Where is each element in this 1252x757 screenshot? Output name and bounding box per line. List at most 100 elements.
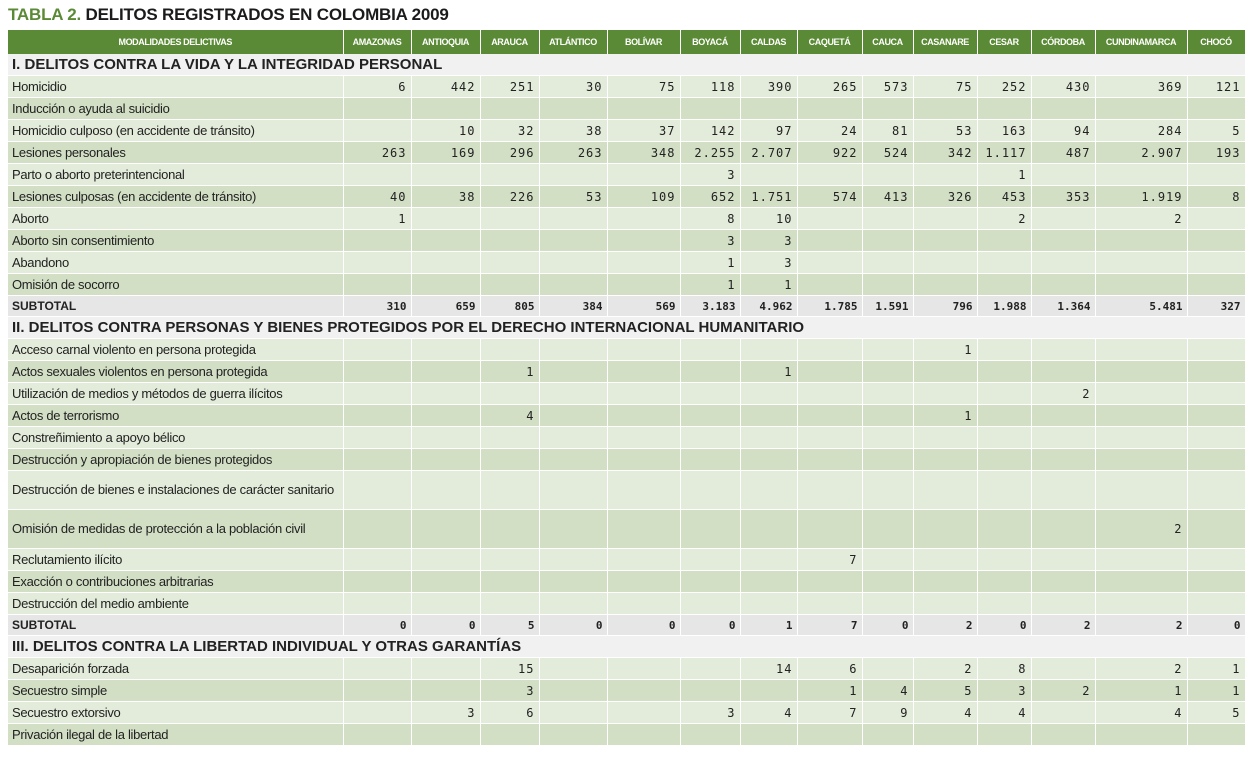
cell-value: 9 — [862, 701, 914, 724]
cell-value — [1031, 229, 1096, 252]
cell-value: 169 — [411, 141, 481, 164]
cell-value — [539, 701, 608, 724]
cell-value — [343, 657, 412, 680]
cell-value — [913, 382, 978, 405]
cell-value: 38 — [539, 119, 608, 142]
cell-value: 2 — [1095, 657, 1188, 680]
cell-value — [862, 470, 914, 510]
cell-value — [607, 163, 681, 186]
cell-value — [680, 723, 741, 746]
cell-value: 8 — [977, 657, 1032, 680]
row-label: Privación ilegal de la libertad — [8, 723, 344, 746]
table-row: Parto o aborto preterintencional 3 1 — [8, 163, 1246, 186]
cell-value — [740, 97, 798, 120]
cell-value — [539, 548, 608, 571]
cell-value — [1031, 404, 1096, 427]
cell-value: 10 — [411, 119, 481, 142]
cell-value — [343, 273, 412, 296]
row-label: Abandono — [8, 251, 344, 274]
cell-value — [913, 426, 978, 449]
cell-value: 342 — [913, 141, 978, 164]
row-label: Constreñimiento a apoyo bélico — [8, 426, 344, 449]
cell-value — [862, 360, 914, 383]
cell-value — [913, 207, 978, 230]
cell-value — [740, 470, 798, 510]
cell-value: 1 — [480, 360, 540, 383]
cell-value — [343, 548, 412, 571]
cell-value — [1031, 97, 1096, 120]
cell-value — [797, 426, 863, 449]
subtotal-row: SUBTOTAL 0 0 5 0 0 0 1 7 0 2 0 2 2 0 — [8, 614, 1246, 636]
cell-value: 2 — [1031, 679, 1096, 702]
cell-value — [1187, 570, 1246, 593]
cell-value — [343, 470, 412, 510]
cell-value — [539, 657, 608, 680]
cell-value: 2 — [977, 207, 1032, 230]
cell-value — [343, 338, 412, 361]
cell-value — [1031, 509, 1096, 549]
cell-value: 1 — [740, 360, 798, 383]
cell-value — [1031, 273, 1096, 296]
cell-value — [1187, 404, 1246, 427]
section-title: III. DELITOS CONTRA LA LIBERTAD INDIVIDU… — [8, 635, 1246, 658]
cell-value — [343, 119, 412, 142]
cell-value: 5 — [1187, 701, 1246, 724]
cell-value — [740, 163, 798, 186]
cell-value — [797, 229, 863, 252]
cell-value — [480, 338, 540, 361]
cell-value — [480, 382, 540, 405]
subtotal-value: 4.962 — [740, 295, 798, 317]
cell-value — [1095, 470, 1188, 510]
cell-value: 1 — [797, 679, 863, 702]
cell-value — [539, 592, 608, 615]
cell-value — [1187, 448, 1246, 471]
cell-value — [913, 163, 978, 186]
cell-value — [740, 592, 798, 615]
subtotal-value: 327 — [1187, 295, 1246, 317]
subtotal-value: 310 — [343, 295, 412, 317]
cell-value — [1187, 97, 1246, 120]
cell-value — [539, 207, 608, 230]
cell-value — [797, 338, 863, 361]
cell-value: 94 — [1031, 119, 1096, 142]
cell-value — [1095, 426, 1188, 449]
cell-value: 2 — [913, 657, 978, 680]
cell-value — [740, 382, 798, 405]
cell-value — [862, 509, 914, 549]
row-label: Actos de terrorismo — [8, 404, 344, 427]
cell-value: 922 — [797, 141, 863, 164]
cell-value — [1095, 404, 1188, 427]
row-label: Omisión de medidas de protección a la po… — [8, 509, 344, 549]
cell-value — [862, 723, 914, 746]
row-label: Acceso carnal violento en persona proteg… — [8, 338, 344, 361]
cell-value — [1187, 207, 1246, 230]
cell-value — [607, 273, 681, 296]
cell-value: 487 — [1031, 141, 1096, 164]
cell-value — [539, 97, 608, 120]
cell-value — [862, 404, 914, 427]
cell-value — [607, 360, 681, 383]
row-label: Destrucción del medio ambiente — [8, 592, 344, 615]
cell-value — [862, 207, 914, 230]
subtotal-value: 5.481 — [1095, 295, 1188, 317]
subtotal-value: 1.364 — [1031, 295, 1096, 317]
cell-value: 38 — [411, 185, 481, 208]
cell-value — [411, 382, 481, 405]
subtotal-value: 1.988 — [977, 295, 1032, 317]
cell-value — [539, 570, 608, 593]
cell-value: 442 — [411, 75, 481, 98]
cell-value — [680, 97, 741, 120]
column-header: CALDAS — [740, 30, 798, 54]
subtotal-value: 569 — [607, 295, 681, 317]
column-header: CÓRDOBA — [1031, 30, 1096, 54]
cell-value — [411, 251, 481, 274]
column-header: BOLÍVAR — [607, 30, 681, 54]
subtotal-value: 1.785 — [797, 295, 863, 317]
table-row: Aborto sin consentimiento 3 3 — [8, 229, 1246, 252]
cell-value — [740, 509, 798, 549]
cell-value — [797, 207, 863, 230]
row-label: Actos sexuales violentos en persona prot… — [8, 360, 344, 383]
cell-value — [797, 273, 863, 296]
cell-value — [1187, 338, 1246, 361]
cell-value — [680, 448, 741, 471]
